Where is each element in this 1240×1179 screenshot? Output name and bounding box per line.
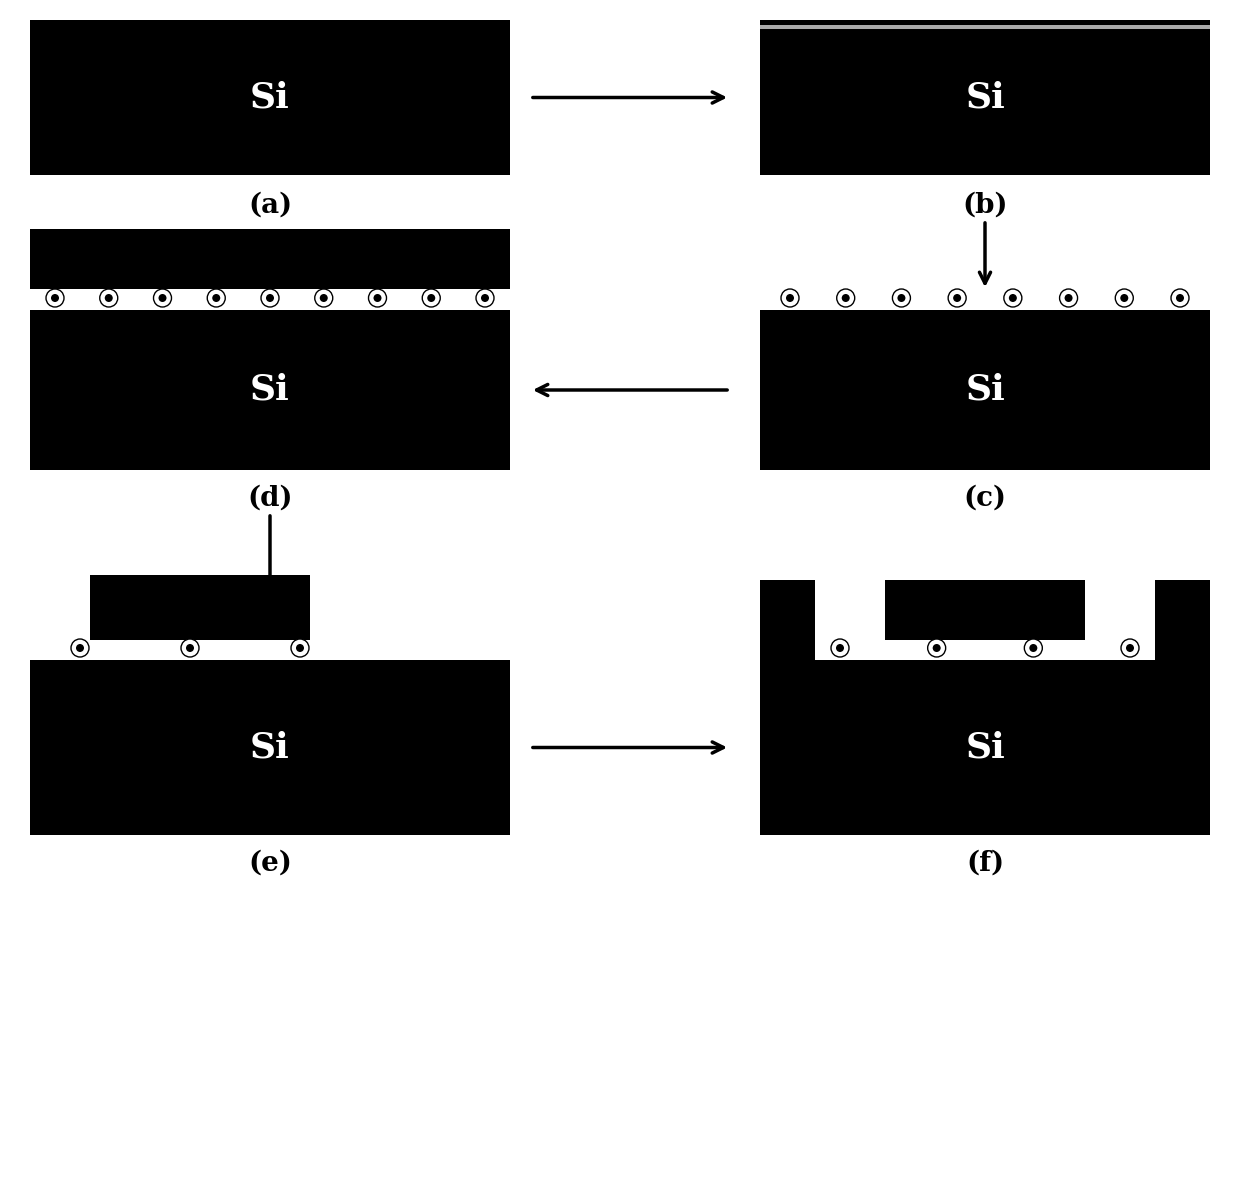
Text: (f): (f) bbox=[966, 850, 1004, 876]
Circle shape bbox=[51, 294, 60, 302]
Circle shape bbox=[898, 294, 905, 302]
Circle shape bbox=[842, 294, 849, 302]
Circle shape bbox=[1120, 294, 1128, 302]
Circle shape bbox=[267, 294, 274, 302]
Circle shape bbox=[1024, 639, 1043, 657]
Circle shape bbox=[481, 294, 489, 302]
Bar bbox=[30, 229, 510, 289]
Bar bbox=[760, 20, 1210, 174]
Circle shape bbox=[373, 294, 382, 302]
Circle shape bbox=[423, 289, 440, 307]
Circle shape bbox=[837, 289, 854, 307]
Circle shape bbox=[1115, 289, 1133, 307]
Text: Si: Si bbox=[250, 373, 290, 407]
Bar bbox=[760, 660, 1210, 835]
Circle shape bbox=[1009, 294, 1017, 302]
Circle shape bbox=[476, 289, 494, 307]
Bar bbox=[760, 580, 815, 660]
Bar bbox=[760, 25, 1210, 29]
Circle shape bbox=[181, 639, 198, 657]
Circle shape bbox=[368, 289, 387, 307]
Bar bbox=[91, 575, 310, 640]
Circle shape bbox=[1126, 644, 1135, 652]
Circle shape bbox=[954, 294, 961, 302]
Circle shape bbox=[893, 289, 910, 307]
Circle shape bbox=[781, 289, 799, 307]
Circle shape bbox=[291, 639, 309, 657]
Bar bbox=[30, 660, 510, 835]
Circle shape bbox=[296, 644, 304, 652]
Bar bbox=[760, 310, 1210, 470]
Bar bbox=[1154, 580, 1210, 660]
Circle shape bbox=[1065, 294, 1073, 302]
Circle shape bbox=[1029, 644, 1038, 652]
Text: Si: Si bbox=[965, 373, 1004, 407]
Bar bbox=[30, 310, 510, 470]
Circle shape bbox=[207, 289, 226, 307]
Circle shape bbox=[1059, 289, 1078, 307]
Circle shape bbox=[46, 289, 64, 307]
Bar bbox=[30, 20, 510, 174]
Circle shape bbox=[159, 294, 166, 302]
Circle shape bbox=[1004, 289, 1022, 307]
Circle shape bbox=[76, 644, 84, 652]
Circle shape bbox=[320, 294, 327, 302]
Circle shape bbox=[71, 639, 89, 657]
Circle shape bbox=[949, 289, 966, 307]
Circle shape bbox=[836, 644, 844, 652]
Circle shape bbox=[932, 644, 941, 652]
Circle shape bbox=[260, 289, 279, 307]
Text: (e): (e) bbox=[248, 850, 291, 876]
Text: (d): (d) bbox=[247, 485, 293, 512]
Text: (c): (c) bbox=[963, 485, 1007, 512]
Circle shape bbox=[928, 639, 946, 657]
Text: Si: Si bbox=[965, 731, 1004, 764]
Text: Si: Si bbox=[250, 80, 290, 114]
Bar bbox=[885, 580, 1085, 640]
Text: (b): (b) bbox=[962, 191, 1008, 218]
Text: Si: Si bbox=[250, 731, 290, 764]
Text: Si: Si bbox=[965, 80, 1004, 114]
Circle shape bbox=[786, 294, 794, 302]
Circle shape bbox=[831, 639, 849, 657]
Circle shape bbox=[154, 289, 171, 307]
Circle shape bbox=[104, 294, 113, 302]
Circle shape bbox=[1176, 294, 1184, 302]
Circle shape bbox=[1171, 289, 1189, 307]
Circle shape bbox=[315, 289, 332, 307]
Circle shape bbox=[99, 289, 118, 307]
Circle shape bbox=[212, 294, 221, 302]
Circle shape bbox=[186, 644, 193, 652]
Circle shape bbox=[1121, 639, 1140, 657]
Circle shape bbox=[428, 294, 435, 302]
Text: (a): (a) bbox=[248, 191, 293, 218]
